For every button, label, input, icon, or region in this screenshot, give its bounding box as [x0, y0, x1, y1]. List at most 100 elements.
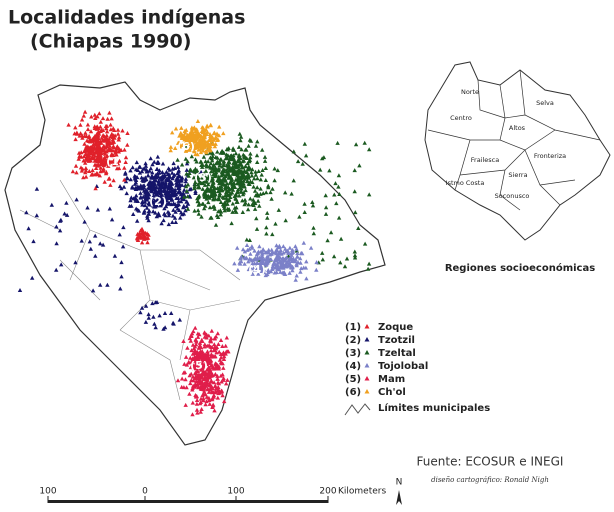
locality [116, 137, 121, 142]
locality [166, 213, 172, 218]
locality [191, 168, 196, 173]
locality [133, 178, 139, 182]
locality [248, 196, 253, 201]
locality [318, 167, 323, 172]
locality [218, 200, 224, 204]
locality [156, 211, 161, 216]
locality [93, 133, 99, 138]
locality [234, 163, 239, 168]
locality [327, 168, 332, 173]
locality [185, 135, 190, 140]
locality [194, 398, 200, 402]
locality [184, 161, 190, 166]
locality [286, 263, 291, 268]
locality [194, 339, 199, 344]
locality [202, 366, 207, 371]
locality [157, 168, 162, 173]
locality [192, 376, 198, 381]
locality [177, 144, 183, 149]
locality [203, 159, 208, 164]
locality [146, 312, 151, 317]
locality [108, 140, 113, 145]
locality [310, 203, 316, 208]
locality [247, 256, 252, 261]
locality [219, 182, 225, 187]
locality [183, 377, 188, 382]
locality [336, 184, 341, 189]
locality [252, 248, 257, 253]
inset-region-label: Soconusco [495, 192, 530, 200]
locality [224, 190, 229, 195]
locality [223, 343, 228, 348]
locality [212, 390, 218, 395]
locality [169, 181, 175, 186]
locality [125, 131, 130, 135]
locality [302, 141, 307, 146]
locality [188, 355, 193, 360]
locality [265, 210, 270, 215]
locality [338, 236, 344, 241]
locality [148, 166, 153, 171]
locality [325, 238, 330, 243]
locality [253, 172, 258, 177]
locality [215, 395, 220, 400]
locality [98, 165, 103, 170]
locality [207, 205, 213, 210]
locality [242, 261, 247, 266]
locality [268, 257, 274, 262]
locality [202, 389, 207, 394]
locality [122, 177, 127, 182]
locality [304, 276, 309, 281]
locality [176, 202, 181, 207]
locality [289, 256, 294, 261]
locality [236, 152, 242, 157]
locality [211, 142, 216, 146]
locality [215, 215, 221, 219]
locality [220, 372, 225, 377]
locality [217, 124, 222, 129]
locality [139, 200, 145, 205]
state-outline [4, 81, 386, 446]
locality [153, 325, 158, 330]
locality [92, 126, 97, 130]
locality [210, 403, 216, 408]
locality [204, 362, 209, 367]
locality [195, 119, 201, 123]
locality [139, 169, 145, 174]
locality [104, 126, 109, 131]
locality [217, 176, 222, 181]
locality [98, 169, 103, 174]
locality [198, 409, 203, 414]
locality [177, 317, 182, 322]
locality [291, 149, 296, 154]
locality [183, 402, 188, 407]
locality [17, 288, 23, 292]
locality [192, 184, 197, 189]
locality [141, 183, 147, 188]
locality [211, 137, 217, 142]
locality [246, 202, 251, 207]
locality [178, 215, 183, 220]
locality [242, 197, 248, 202]
locality [199, 163, 204, 167]
locality [251, 184, 256, 189]
locality [102, 151, 108, 156]
locality [215, 159, 220, 164]
locality [239, 162, 244, 167]
locality [250, 261, 255, 266]
locality [174, 183, 179, 188]
locality [79, 238, 84, 243]
legend-symbol [364, 324, 370, 329]
locality [215, 373, 220, 378]
locality [248, 151, 253, 156]
locality [257, 244, 262, 249]
locality [256, 193, 261, 198]
locality [100, 242, 106, 247]
locality [96, 152, 102, 157]
locality [203, 189, 208, 194]
locality [30, 275, 35, 280]
locality [241, 152, 246, 157]
locality [131, 212, 136, 216]
locality [226, 189, 231, 194]
locality [166, 222, 171, 227]
